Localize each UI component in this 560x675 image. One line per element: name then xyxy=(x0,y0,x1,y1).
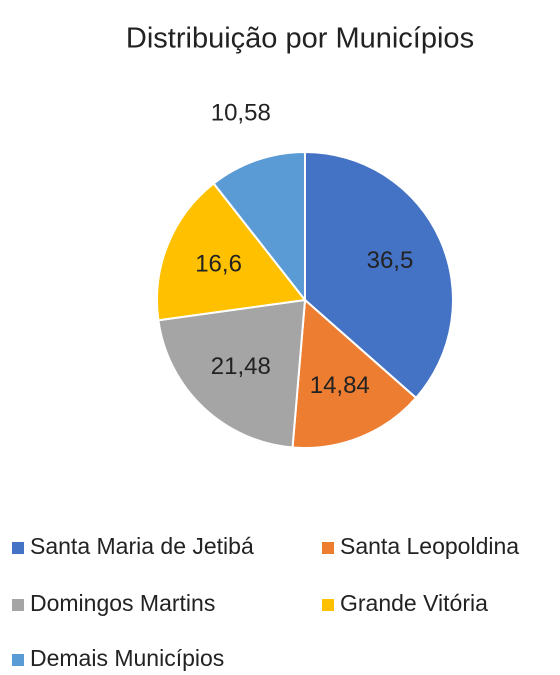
legend-label: Santa Maria de Jetibá xyxy=(30,533,254,559)
data-label: 36,5 xyxy=(367,247,414,274)
legend-swatch xyxy=(12,654,24,666)
legend-swatch xyxy=(12,599,24,611)
pie-slice xyxy=(157,298,307,449)
data-label: 16,6 xyxy=(195,250,242,277)
legend-label: Santa Leopoldina xyxy=(340,533,519,559)
data-label: 10,58 xyxy=(211,99,271,126)
data-label: 14,84 xyxy=(310,372,370,399)
pie-slice xyxy=(212,150,306,303)
legend-swatch xyxy=(12,542,24,554)
legend-swatch xyxy=(322,599,334,611)
legend-label: Domingos Martins xyxy=(30,590,215,616)
legend-label: Demais Municípios xyxy=(30,645,224,671)
pie-slice xyxy=(304,150,454,400)
data-label: 21,48 xyxy=(211,353,271,380)
chart-title: Distribuição por Municípios xyxy=(126,23,474,55)
legend-label: Grande Vitória xyxy=(340,590,488,616)
pie-slice xyxy=(156,182,307,322)
legend-swatch xyxy=(322,542,334,554)
pie-slice xyxy=(291,297,418,449)
